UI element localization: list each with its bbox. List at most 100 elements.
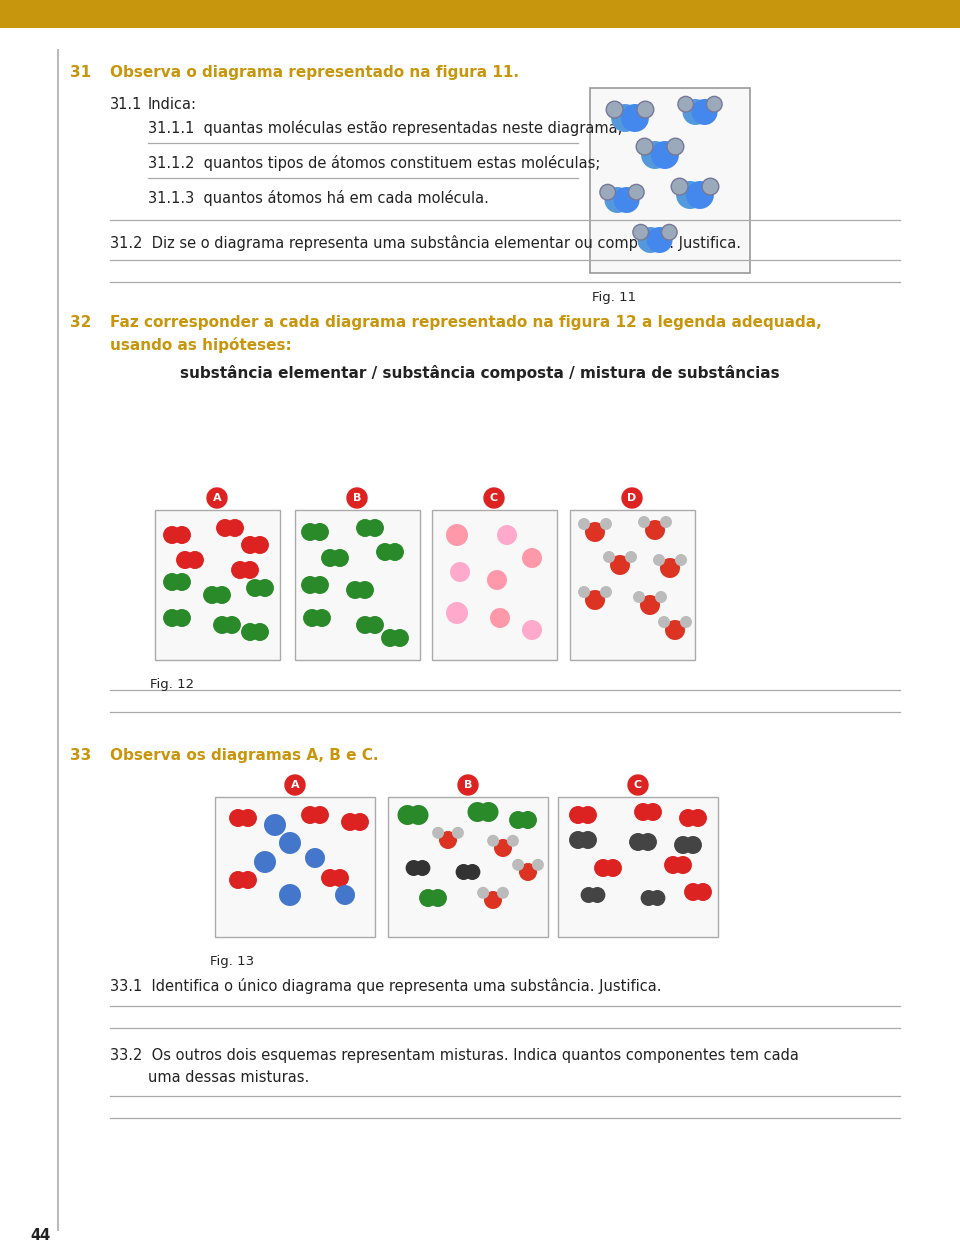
Text: substância elementar / substância composta / mistura de substâncias: substância elementar / substância compos… xyxy=(180,365,780,381)
Circle shape xyxy=(497,887,509,898)
Circle shape xyxy=(163,526,181,544)
Circle shape xyxy=(468,802,488,822)
Circle shape xyxy=(305,848,325,867)
Circle shape xyxy=(264,814,286,836)
Circle shape xyxy=(585,589,605,611)
Circle shape xyxy=(691,99,717,125)
Circle shape xyxy=(689,809,707,827)
Circle shape xyxy=(484,488,504,508)
Circle shape xyxy=(660,558,680,578)
Text: 31.1: 31.1 xyxy=(110,97,142,112)
Circle shape xyxy=(613,187,639,213)
Circle shape xyxy=(664,856,682,874)
Circle shape xyxy=(216,519,234,537)
Circle shape xyxy=(356,581,374,599)
Circle shape xyxy=(638,516,650,527)
Circle shape xyxy=(640,890,657,906)
Circle shape xyxy=(381,629,399,647)
Circle shape xyxy=(204,586,221,604)
Text: Faz corresponder a cada diagrama representado na figura 12 a legenda adequada,: Faz corresponder a cada diagrama represe… xyxy=(110,315,822,330)
Circle shape xyxy=(331,869,348,887)
Text: 33.2  Os outros dois esquemas representam misturas. Indica quantos componentes t: 33.2 Os outros dois esquemas representam… xyxy=(110,1047,799,1064)
Circle shape xyxy=(606,102,623,118)
Circle shape xyxy=(311,576,329,594)
Circle shape xyxy=(678,97,693,112)
Circle shape xyxy=(251,536,269,553)
Circle shape xyxy=(256,580,274,597)
Circle shape xyxy=(241,536,259,553)
Circle shape xyxy=(465,864,480,880)
Circle shape xyxy=(487,835,499,846)
Circle shape xyxy=(671,179,688,195)
Text: 31.1.3  quantos átomos há em cada molécula.: 31.1.3 quantos átomos há em cada molécul… xyxy=(148,190,489,206)
Circle shape xyxy=(497,525,517,545)
Circle shape xyxy=(254,851,276,872)
Circle shape xyxy=(366,519,384,537)
Text: CADERNO DE ACTIVIDADES: CADERNO DE ACTIVIDADES xyxy=(10,9,180,19)
Circle shape xyxy=(637,102,654,118)
Bar xyxy=(590,88,750,273)
Circle shape xyxy=(229,871,247,889)
Circle shape xyxy=(409,805,428,825)
Circle shape xyxy=(420,889,437,907)
Circle shape xyxy=(331,549,348,567)
Circle shape xyxy=(301,522,319,541)
Circle shape xyxy=(644,803,662,822)
Circle shape xyxy=(241,623,259,642)
Circle shape xyxy=(653,553,665,566)
Bar xyxy=(432,510,557,660)
Circle shape xyxy=(679,809,697,827)
Circle shape xyxy=(600,586,612,598)
Bar xyxy=(388,797,548,937)
Circle shape xyxy=(585,522,605,542)
Circle shape xyxy=(406,860,421,876)
Circle shape xyxy=(579,831,597,849)
Text: Fig. 13: Fig. 13 xyxy=(210,956,254,968)
Circle shape xyxy=(301,805,319,824)
Circle shape xyxy=(335,885,355,905)
Bar xyxy=(215,797,375,937)
Circle shape xyxy=(207,488,227,508)
Circle shape xyxy=(279,884,301,906)
Circle shape xyxy=(391,629,409,647)
Text: 31.1.1  quantas moléculas estão representadas neste diagrama;: 31.1.1 quantas moléculas estão represent… xyxy=(148,120,623,137)
Text: C: C xyxy=(634,781,642,791)
Circle shape xyxy=(702,179,719,195)
Circle shape xyxy=(356,616,374,634)
Circle shape xyxy=(347,488,367,508)
Circle shape xyxy=(522,549,542,568)
Circle shape xyxy=(163,609,181,627)
Circle shape xyxy=(522,620,542,640)
Circle shape xyxy=(694,884,712,901)
Text: uma dessas misturas.: uma dessas misturas. xyxy=(148,1070,309,1085)
Circle shape xyxy=(432,827,444,839)
Circle shape xyxy=(251,623,269,642)
Circle shape xyxy=(285,774,305,795)
Bar xyxy=(558,797,718,937)
Circle shape xyxy=(569,805,588,824)
Circle shape xyxy=(321,869,339,887)
Circle shape xyxy=(665,620,685,640)
Circle shape xyxy=(676,181,704,208)
Text: Observa o diagrama representado na figura 11.: Observa o diagrama representado na figur… xyxy=(110,65,519,79)
Circle shape xyxy=(684,836,702,854)
Circle shape xyxy=(532,859,544,871)
Circle shape xyxy=(311,522,329,541)
Circle shape xyxy=(707,97,722,112)
Circle shape xyxy=(313,609,331,627)
Circle shape xyxy=(579,805,597,824)
Circle shape xyxy=(351,813,369,831)
Circle shape xyxy=(176,551,194,570)
Circle shape xyxy=(660,516,672,527)
Circle shape xyxy=(600,185,615,200)
Text: 31.1.2  quantos tipos de átomos constituem estas moléculas;: 31.1.2 quantos tipos de átomos constitue… xyxy=(148,155,600,171)
Circle shape xyxy=(603,551,615,563)
Text: 31.2  Diz se o diagrama representa uma substância elementar ou composta. Justifi: 31.2 Diz se o diagrama representa uma su… xyxy=(110,235,741,251)
Circle shape xyxy=(636,138,653,155)
Circle shape xyxy=(229,809,247,827)
Circle shape xyxy=(629,833,647,851)
Circle shape xyxy=(173,573,191,591)
Circle shape xyxy=(569,831,588,849)
Circle shape xyxy=(594,859,612,877)
Bar xyxy=(0,0,960,29)
